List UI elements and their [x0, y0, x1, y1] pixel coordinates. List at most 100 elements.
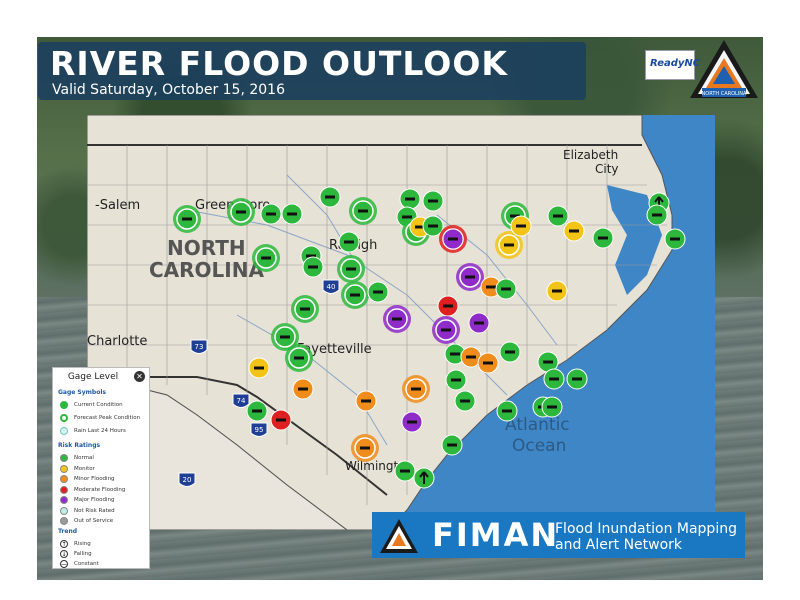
- gage-marker[interactable]: [422, 215, 444, 237]
- gage-marker[interactable]: [496, 400, 518, 422]
- gage-marker[interactable]: [227, 198, 255, 226]
- seal-text: NORTH CAROLINA: [702, 91, 748, 97]
- gage-marker[interactable]: [351, 434, 379, 462]
- gage-marker[interactable]: [537, 351, 559, 373]
- svg-text:73: 73: [195, 343, 204, 351]
- fiman-title: FIMAN: [432, 516, 560, 554]
- svg-text:40: 40: [327, 283, 336, 291]
- gage-marker[interactable]: [281, 203, 303, 225]
- legend-risk-label: Monitor: [74, 465, 95, 472]
- gage-marker[interactable]: [349, 197, 377, 225]
- gage-marker[interactable]: [468, 312, 490, 334]
- gage-marker[interactable]: [477, 352, 499, 374]
- svg-text:95: 95: [255, 426, 264, 434]
- readync-logo: [645, 50, 695, 80]
- gage-marker[interactable]: [441, 434, 463, 456]
- gage-marker[interactable]: [495, 278, 517, 300]
- gage-marker[interactable]: [566, 368, 588, 390]
- place-label-carolina: CAROLINA: [149, 258, 264, 282]
- gage-marker[interactable]: [338, 231, 360, 253]
- gage-marker[interactable]: [394, 460, 416, 482]
- svg-text:20: 20: [183, 476, 192, 484]
- legend-symbol-icon: [60, 427, 68, 435]
- legend-risk-icon: [60, 454, 68, 462]
- fiman-subtitle-line1: Flood Inundation Mapping: [555, 521, 737, 537]
- legend-symbol-label: Current Condition: [74, 402, 123, 408]
- gage-marker[interactable]: [454, 390, 476, 412]
- emergency-seal-icon: NORTH CAROLINA: [690, 40, 758, 98]
- gage-marker[interactable]: [546, 280, 568, 302]
- page-title: RIVER FLOOD OUTLOOK: [50, 44, 508, 83]
- gage-marker[interactable]: [664, 228, 686, 250]
- gage-marker[interactable]: [341, 281, 369, 309]
- gage-symbols-heading: Gage Symbols: [58, 389, 106, 396]
- gage-marker[interactable]: [646, 204, 668, 226]
- gage-marker[interactable]: [541, 396, 563, 418]
- legend-trend-label: Constant: [74, 561, 99, 567]
- legend-risk-label: Out of Service: [74, 518, 114, 524]
- gage-marker[interactable]: [252, 244, 280, 272]
- gage-marker[interactable]: [248, 357, 270, 379]
- legend-risk-icon: [60, 517, 68, 525]
- gage-marker[interactable]: [510, 215, 532, 237]
- highway-shield-20: 20: [178, 472, 196, 487]
- gage-marker[interactable]: [445, 369, 467, 391]
- place-label-city: City: [595, 162, 619, 176]
- gage-marker[interactable]: [422, 190, 444, 212]
- gage-marker[interactable]: [456, 263, 484, 291]
- gage-marker[interactable]: [337, 255, 365, 283]
- place-label-ocean: Ocean: [512, 436, 566, 456]
- gage-marker[interactable]: [495, 231, 523, 259]
- highway-shield-73: 73: [190, 339, 208, 354]
- fiman-logo-icon: [380, 519, 418, 553]
- legend-risk-label: Normal: [74, 455, 94, 461]
- svg-text:74: 74: [237, 397, 246, 405]
- highway-shields: 40 73 74 95 20: [178, 279, 340, 487]
- gage-marker[interactable]: [432, 316, 460, 344]
- legend-risk-label: Moderate Flooding: [74, 486, 126, 493]
- legend-risk-icon: [60, 475, 68, 483]
- place-label-fayetteville: Fayetteville: [297, 342, 372, 357]
- gage-marker[interactable]: [367, 281, 389, 303]
- gage-marker[interactable]: [413, 467, 435, 489]
- gage-marker[interactable]: [543, 368, 565, 390]
- flood-map[interactable]: -SalemGreensboroRaleighNORTHCAROLINAChar…: [87, 115, 715, 530]
- gage-marker[interactable]: [285, 344, 313, 372]
- gage-marker[interactable]: [319, 186, 341, 208]
- gage-marker[interactable]: [499, 341, 521, 363]
- gage-marker[interactable]: [246, 400, 268, 422]
- gage-marker[interactable]: [260, 203, 282, 225]
- legend-trend-icon: —: [60, 560, 68, 568]
- gage-marker[interactable]: [547, 205, 569, 227]
- gage-marker[interactable]: [592, 227, 614, 249]
- legend-risk-icon: [60, 464, 68, 473]
- gage-marker[interactable]: [437, 295, 459, 317]
- gage-marker[interactable]: [291, 295, 319, 323]
- fiman-subtitle-line2: and Alert Network: [555, 537, 683, 553]
- gage-marker[interactable]: [292, 378, 314, 400]
- legend-title: Gage Level: [67, 372, 119, 382]
- gage-marker[interactable]: [302, 256, 324, 278]
- legend-risk-icon: [60, 506, 68, 515]
- gage-marker[interactable]: [383, 305, 411, 333]
- legend-trend-label: Falling: [74, 551, 92, 557]
- gage-markers[interactable]: [173, 186, 686, 489]
- gage-marker[interactable]: [173, 205, 201, 233]
- gage-marker[interactable]: [402, 375, 430, 403]
- legend-symbol-label: Rain Last 24 Hours: [74, 428, 126, 434]
- gage-marker[interactable]: [355, 390, 377, 412]
- gage-marker[interactable]: [442, 228, 464, 250]
- place-label-north: NORTH: [167, 236, 246, 260]
- gage-marker[interactable]: [271, 323, 299, 351]
- gage-marker[interactable]: [401, 411, 423, 433]
- fiman-banner: [372, 512, 745, 558]
- gage-marker[interactable]: [563, 220, 585, 242]
- gage-marker[interactable]: [270, 409, 292, 431]
- gage-marker[interactable]: [399, 188, 421, 210]
- readync-label: ReadyNC: [650, 58, 701, 69]
- legend-close-icon[interactable]: ✕: [134, 371, 145, 382]
- highway-shield-74: 74: [232, 393, 250, 408]
- place-label-atlantic: Atlantic: [505, 415, 570, 435]
- legend-risk-icon: [60, 496, 68, 504]
- legend-risk-label: Not Risk Rated: [74, 507, 115, 514]
